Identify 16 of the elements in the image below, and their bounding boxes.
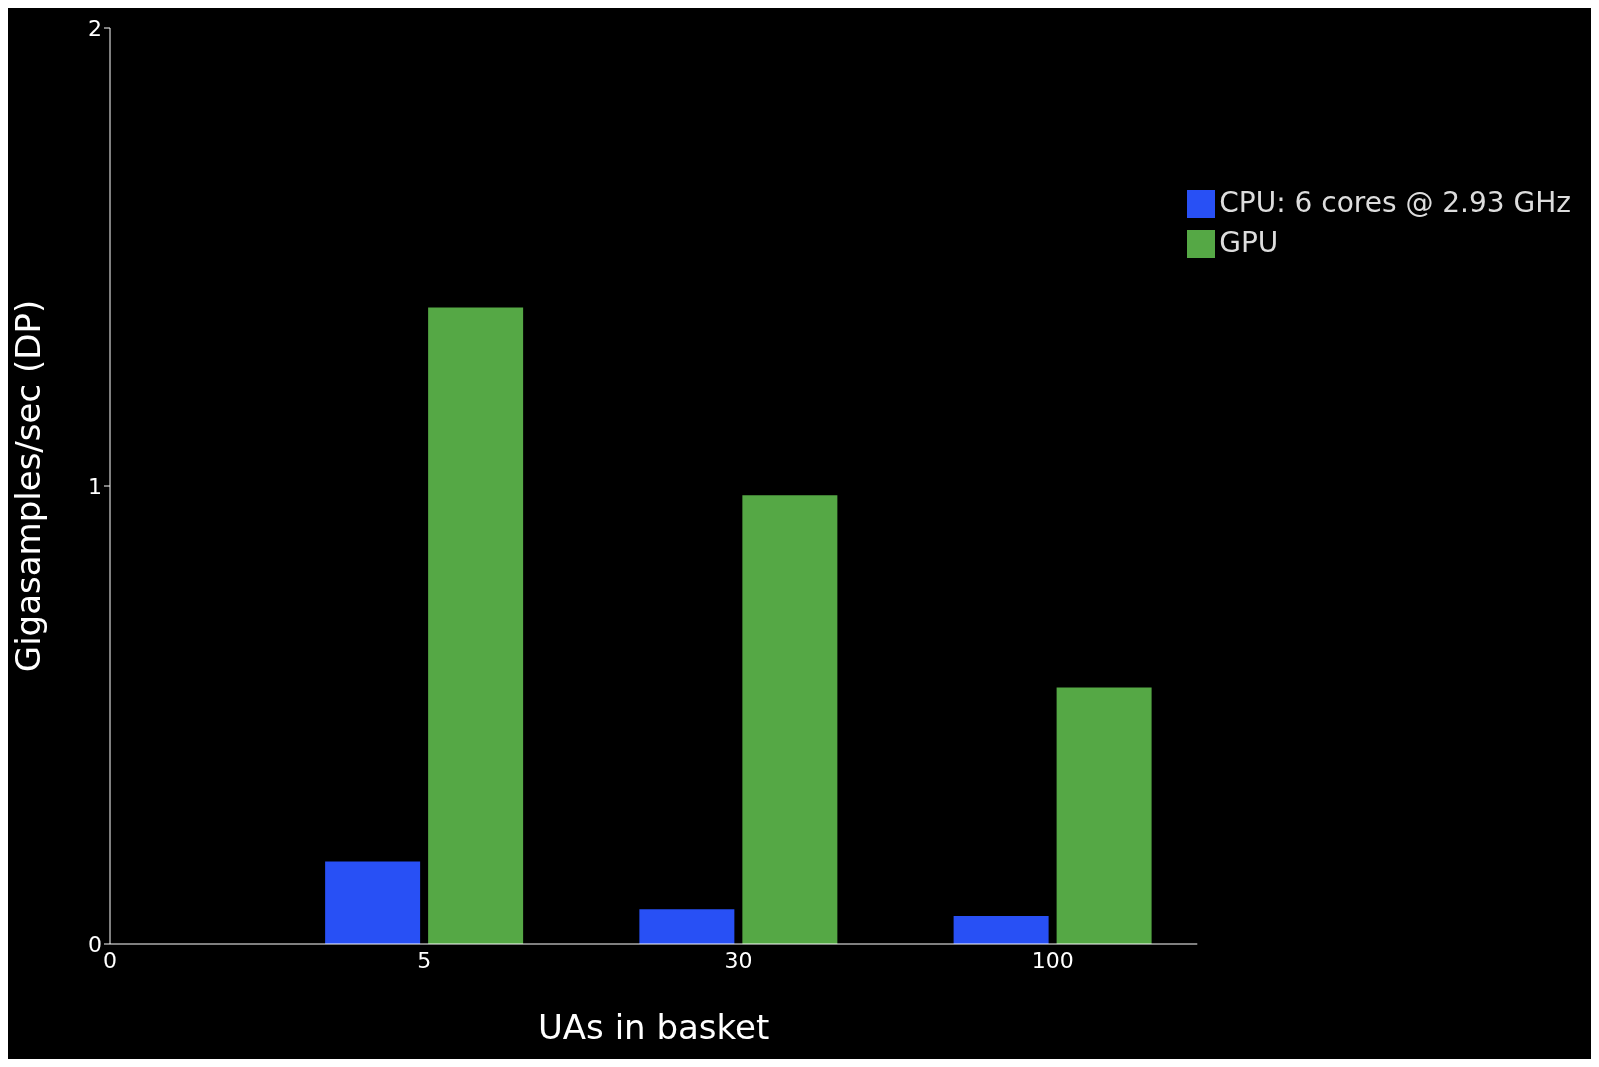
bar <box>953 916 1049 944</box>
y-tick-label: 0 <box>88 931 102 957</box>
x-tick-label: 30 <box>724 947 753 973</box>
y-tick-label: 1 <box>88 473 102 499</box>
legend-label: CPU: 6 cores @ 2.93 GHz <box>1219 186 1571 219</box>
bar <box>428 307 524 944</box>
bar <box>325 861 421 944</box>
y-axis-title: Gigasamples/sec (DP) <box>8 299 49 673</box>
legend-label: GPU <box>1219 226 1279 259</box>
x-tick-label: 100 <box>1031 947 1074 973</box>
bar <box>742 495 838 944</box>
y-tick-label: 2 <box>88 15 102 41</box>
x-tick-label: 5 <box>417 947 432 973</box>
bar <box>639 909 735 944</box>
bar <box>1056 687 1152 944</box>
x-axis-title: UAs in basket <box>537 1007 770 1047</box>
